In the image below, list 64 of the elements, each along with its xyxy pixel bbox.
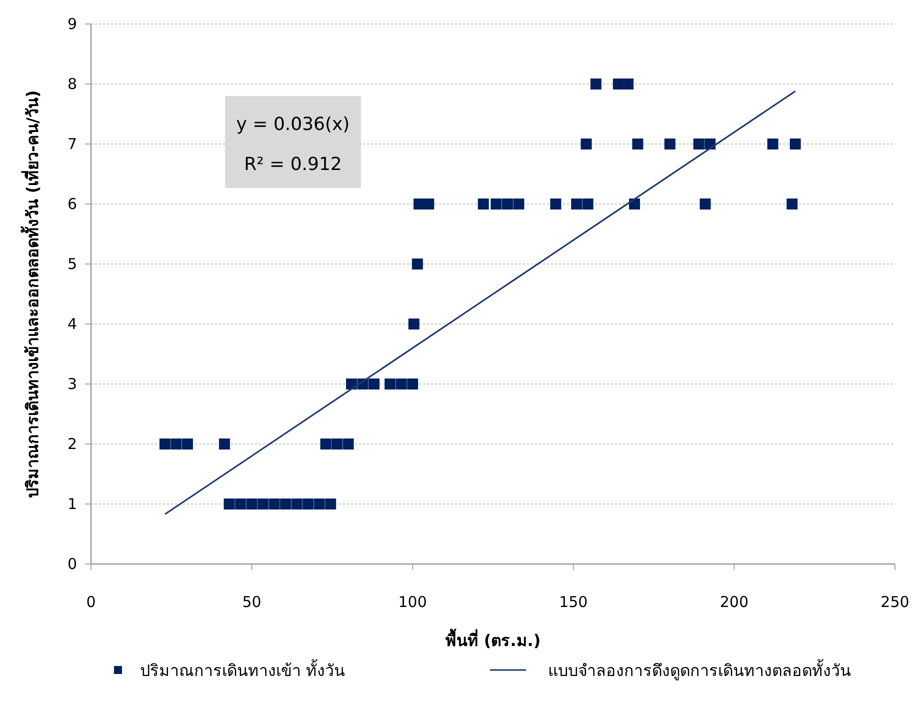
x-tick-label: 250 — [880, 593, 910, 611]
point — [280, 498, 292, 510]
point — [235, 498, 246, 510]
annotation: R² = 0.912 — [244, 154, 342, 175]
y-axis-title: ปริมาณการเดินทางเข้าและออกตลอดทั้งวัน (เที่ยว-คน/วัน) — [20, 90, 42, 498]
y-tick-label: 1 — [67, 495, 77, 513]
point — [325, 498, 336, 510]
point — [582, 198, 594, 210]
point — [170, 438, 182, 450]
point — [632, 138, 644, 150]
point — [513, 198, 524, 210]
legend-label: ปริมาณการเดินทางเข้า ทั้งวัน — [140, 659, 346, 680]
point — [218, 438, 230, 450]
point — [246, 498, 258, 510]
point — [182, 438, 193, 450]
point — [664, 138, 676, 150]
point — [396, 378, 407, 390]
point — [478, 198, 489, 210]
point — [693, 138, 704, 150]
point — [332, 438, 343, 450]
point — [314, 498, 325, 510]
y-tick-label: 7 — [67, 135, 77, 153]
point — [368, 378, 380, 390]
y-tick-label: 2 — [67, 435, 77, 453]
point — [159, 438, 170, 450]
point — [571, 198, 582, 210]
point — [423, 198, 434, 210]
point — [502, 198, 513, 210]
point — [490, 198, 502, 210]
point — [342, 438, 354, 450]
x-tick-label: 100 — [398, 593, 427, 611]
y-tick-label: 9 — [67, 15, 77, 33]
point — [790, 138, 801, 150]
point — [224, 498, 235, 510]
y-tick-label: 4 — [67, 315, 77, 333]
point — [407, 378, 418, 390]
y-tick-label: 5 — [67, 255, 77, 273]
point — [550, 198, 562, 210]
point — [580, 138, 592, 150]
x-tick-label: 200 — [720, 593, 749, 611]
point — [384, 378, 396, 390]
x-tick-label: 50 — [242, 593, 262, 611]
point — [700, 198, 711, 210]
y-tick-label: 0 — [67, 555, 77, 573]
x-axis-title: พื้นที่ (ตร.ม.) — [445, 628, 541, 650]
point — [629, 198, 640, 210]
point — [258, 498, 269, 510]
y-tick-label: 6 — [67, 195, 77, 213]
x-tick-label: 150 — [559, 593, 588, 611]
point — [786, 198, 798, 210]
point — [622, 78, 634, 90]
point — [320, 438, 332, 450]
point — [590, 78, 602, 90]
point — [302, 498, 314, 510]
point — [412, 258, 423, 270]
point — [408, 318, 420, 330]
legend-label: แบบจำลองการดึงดูดการเดินทางตลอดทั้งวัน — [548, 659, 851, 681]
point — [291, 498, 302, 510]
x-tick-label: 0 — [86, 593, 96, 611]
annotation: y = 0.036(x) — [236, 114, 350, 135]
point — [268, 498, 280, 510]
y-tick-label: 8 — [67, 75, 77, 93]
y-tick-label: 3 — [67, 375, 77, 393]
point — [767, 138, 778, 150]
